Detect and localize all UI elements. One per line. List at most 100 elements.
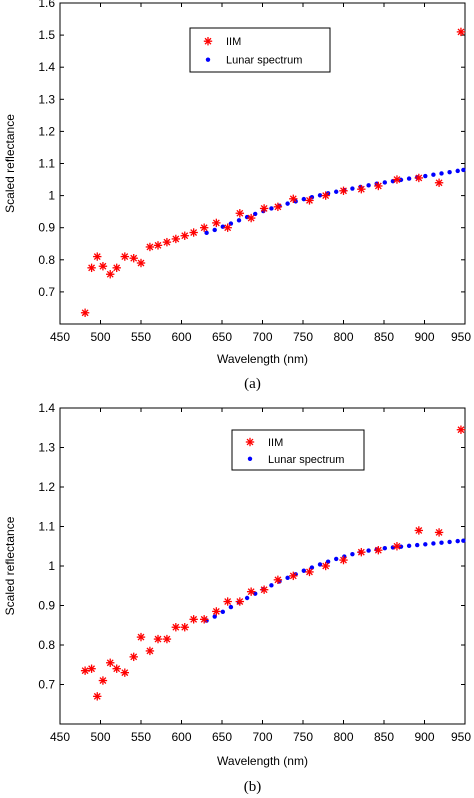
iim-point-24 xyxy=(321,561,330,571)
iim-point-13 xyxy=(180,231,189,240)
x-tick-label: 850 xyxy=(374,730,394,744)
x-tick-label: 800 xyxy=(333,330,353,344)
iim-point-27 xyxy=(374,181,383,191)
lunar-point-27 xyxy=(423,542,428,547)
y-tick-label: 1 xyxy=(48,189,55,203)
iim-point-legend xyxy=(245,437,255,447)
x-tick-label: 650 xyxy=(212,730,232,744)
iim-point-6 xyxy=(120,668,129,677)
iim-point-10 xyxy=(153,634,163,644)
x-tick-label: 700 xyxy=(252,730,272,744)
legend-label-iim: IIM xyxy=(226,36,241,48)
lunar-point-26 xyxy=(415,542,420,548)
y-tick-label: 1.6 xyxy=(38,0,55,10)
legend-marker-lunar xyxy=(247,456,253,461)
iim-point-10 xyxy=(153,241,163,250)
iim-point-20 xyxy=(259,585,269,594)
iim-point-27 xyxy=(374,546,383,555)
iim-point-7 xyxy=(129,253,138,263)
lunar-point-15 xyxy=(325,559,331,564)
x-tick-label: 900 xyxy=(414,730,434,744)
lunar-point-6 xyxy=(253,591,258,596)
iim-point-19 xyxy=(246,213,256,223)
iim-point-25 xyxy=(339,186,348,195)
iim-point-23 xyxy=(305,567,314,577)
figure-caption: (b) xyxy=(244,779,262,795)
x-tick-label: 950 xyxy=(451,330,471,344)
iim-point-22 xyxy=(289,571,298,581)
y-axis-label: Scaled reflectance xyxy=(3,114,17,213)
iim-point-20 xyxy=(259,204,269,213)
iim-point-5 xyxy=(112,263,121,273)
series-iim xyxy=(80,27,466,317)
lunar-point-16 xyxy=(334,556,339,562)
legend: IIM Lunar spectrum xyxy=(231,429,365,471)
legend-box xyxy=(231,429,365,471)
iim-point-25 xyxy=(339,555,348,565)
lunar-point-20 xyxy=(366,548,371,553)
lunar-point-8 xyxy=(269,583,274,588)
lunar-point-32 xyxy=(461,167,466,173)
iim-point-31 xyxy=(456,27,466,37)
iim-point-7 xyxy=(129,652,138,662)
iim-point-31 xyxy=(456,425,466,434)
lunar-point-1 xyxy=(212,227,217,233)
x-tick-label: 950 xyxy=(451,730,471,744)
legend-marker-lunar xyxy=(205,57,211,62)
iim-point-18 xyxy=(235,597,245,606)
lunar-point-0 xyxy=(204,230,209,236)
lunar-point-8 xyxy=(269,206,274,211)
y-tick-label: 1.3 xyxy=(38,92,55,106)
x-tick-label: 600 xyxy=(171,730,191,744)
iim-point-12 xyxy=(171,234,181,244)
iim-point-13 xyxy=(180,623,189,632)
iim-point-21 xyxy=(273,202,283,212)
y-tick-label: 0.9 xyxy=(38,221,55,235)
lunar-point-25 xyxy=(406,543,412,549)
lunar-point-12 xyxy=(301,196,307,202)
lunar-point-31 xyxy=(455,538,460,544)
lunar-point-16 xyxy=(334,189,339,194)
y-tick-label: 0.9 xyxy=(38,599,55,613)
legend-label-iim: IIM xyxy=(268,437,283,449)
iim-point-29 xyxy=(414,173,424,183)
figure-caption: (a) xyxy=(244,376,261,392)
y-tick-label: 1.2 xyxy=(38,480,55,494)
y-tick-label: 0.8 xyxy=(38,638,55,652)
x-tick-label: 750 xyxy=(293,330,313,344)
y-tick-label: 0.7 xyxy=(38,285,55,299)
iim-point-30 xyxy=(434,178,444,187)
lunar-point-10 xyxy=(285,575,290,581)
iim-point-28 xyxy=(392,175,402,184)
x-axis-label: Wavelength (nm) xyxy=(217,352,308,366)
lunar-point-28 xyxy=(431,541,436,546)
iim-point-0 xyxy=(80,308,90,317)
iim-point-29 xyxy=(414,526,424,535)
lunar-point-29 xyxy=(439,540,444,545)
legend-label-lunar: Lunar spectrum xyxy=(268,454,344,466)
iim-point-16 xyxy=(212,607,221,616)
iim-point-22 xyxy=(289,194,298,204)
y-tick-label: 1.4 xyxy=(38,401,55,415)
iim-point-17 xyxy=(223,223,232,232)
legend-label-lunar: Lunar spectrum xyxy=(226,55,302,67)
iim-point-legend xyxy=(203,37,213,46)
lunar-point-25 xyxy=(406,176,412,181)
series-iim xyxy=(80,425,466,701)
iim-point-4 xyxy=(106,270,115,279)
y-tick-label: 0.7 xyxy=(38,678,55,692)
legend: IIM Lunar spectrum xyxy=(189,27,331,73)
lunar-point-27 xyxy=(423,173,428,179)
iim-point-4 xyxy=(106,658,115,667)
lunar-point-22 xyxy=(382,180,388,185)
iim-point-14 xyxy=(189,615,198,624)
iim-point-2 xyxy=(93,252,102,261)
x-tick-label: 750 xyxy=(293,730,313,744)
x-tick-label: 850 xyxy=(374,330,394,344)
lunar-point-22 xyxy=(382,546,388,551)
iim-point-17 xyxy=(223,597,232,606)
lunar-point-14 xyxy=(317,193,323,198)
iim-point-26 xyxy=(357,184,366,194)
x-tick-label: 550 xyxy=(131,730,151,744)
iim-point-8 xyxy=(136,258,146,268)
